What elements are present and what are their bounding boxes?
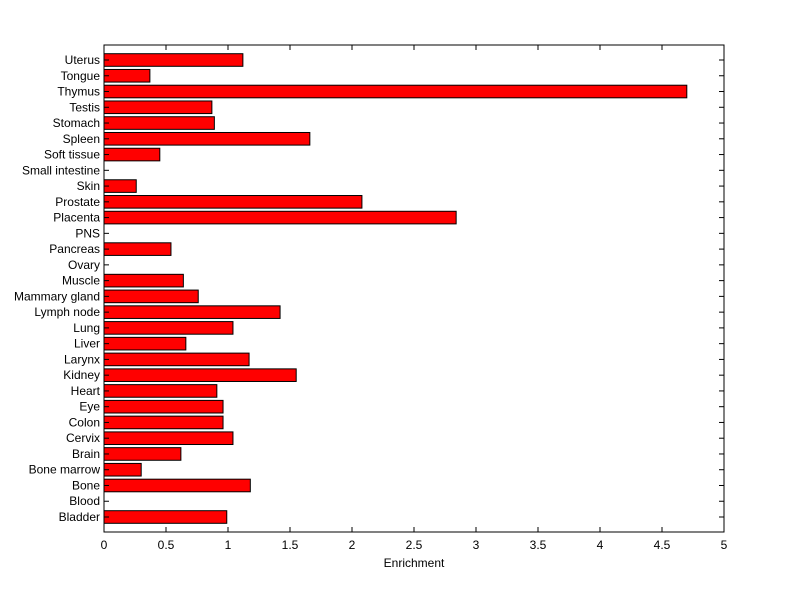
x-tick-label: 5 — [721, 538, 728, 552]
y-tick-label: Bone — [72, 478, 100, 492]
bar-bone — [103, 478, 251, 493]
x-tick-label: 4 — [597, 538, 604, 552]
y-tick-label: Kidney — [63, 368, 100, 382]
x-tick-label: 0 — [101, 538, 108, 552]
bar-lymph-node — [103, 305, 281, 319]
bar-bladder — [103, 510, 228, 524]
y-tick-label: Larynx — [64, 352, 100, 366]
x-tick-label: 0.5 — [158, 538, 175, 552]
y-tick-label: Placenta — [53, 211, 100, 225]
x-axis-label: Enrichment — [384, 556, 445, 570]
y-tick-label: Soft tissue — [44, 148, 100, 162]
y-tick-label: Bone marrow — [29, 463, 101, 477]
y-tick-label: Bladder — [59, 510, 100, 524]
y-tick-label: Small intestine — [22, 163, 100, 177]
y-tick-label: Liver — [74, 337, 100, 351]
x-tick-label: 2.5 — [406, 538, 423, 552]
bar-mammary-gland — [103, 289, 199, 304]
y-tick-label: Spleen — [63, 132, 100, 146]
bar-eye — [103, 399, 224, 414]
bar-kidney — [103, 368, 297, 382]
x-tick-label: 1 — [225, 538, 232, 552]
bar-liver — [103, 336, 187, 351]
y-tick-label: Thymus — [57, 85, 100, 99]
y-tick-label: Pancreas — [49, 242, 100, 256]
y-tick-label: Blood — [69, 494, 100, 508]
y-tick-label: Brain — [72, 447, 100, 461]
y-tick-label: Ovary — [68, 258, 100, 272]
y-tick-label: Cervix — [66, 431, 100, 445]
y-tick-label: Uterus — [65, 53, 100, 67]
y-tick-label: Muscle — [62, 274, 100, 288]
bar-thymus — [103, 84, 688, 99]
y-axis-ticks — [104, 59, 724, 518]
bar-bone-marrow — [103, 462, 142, 477]
bar-uterus — [103, 53, 244, 67]
bar-tongue — [103, 68, 151, 83]
x-axis-labels: 0 0.5 1 1.5 2 2.5 3 3.5 4 4.5 5 — [101, 538, 728, 552]
bar-brain — [103, 447, 182, 461]
x-tick-label: 3.5 — [530, 538, 547, 552]
bar-lung — [103, 321, 234, 335]
y-tick-label: Skin — [77, 179, 100, 193]
bar-heart — [103, 384, 218, 398]
x-tick-label: 4.5 — [654, 538, 671, 552]
bar-placenta — [103, 210, 457, 225]
y-tick-label: Stomach — [53, 116, 100, 130]
bar-soft-tissue — [103, 147, 161, 162]
bar-testis — [103, 100, 213, 115]
x-tick-label: 1.5 — [282, 538, 299, 552]
x-tick-label: 3 — [473, 538, 480, 552]
bar-cervix — [103, 431, 234, 446]
y-tick-label: Mammary gland — [14, 289, 100, 303]
bar-spleen — [103, 131, 311, 146]
bar-stomach — [103, 116, 215, 130]
y-tick-label: Lymph node — [34, 305, 100, 319]
y-tick-label: Prostate — [55, 195, 100, 209]
x-axis-ticks — [103, 45, 725, 532]
y-tick-label: Testis — [69, 100, 100, 114]
y-tick-label: PNS — [75, 226, 100, 240]
bars-group — [103, 53, 688, 524]
bar-colon — [103, 415, 224, 430]
bar-prostate — [103, 195, 363, 209]
x-tick-label: 2 — [349, 538, 356, 552]
y-tick-label: Eye — [79, 400, 100, 414]
y-tick-label: Colon — [69, 415, 100, 429]
y-tick-label: Lung — [73, 321, 100, 335]
y-tick-label: Heart — [71, 384, 101, 398]
y-tick-label: Tongue — [61, 69, 101, 83]
bar-pancreas — [103, 242, 172, 256]
bar-larynx — [103, 352, 250, 367]
bar-muscle — [103, 273, 184, 288]
